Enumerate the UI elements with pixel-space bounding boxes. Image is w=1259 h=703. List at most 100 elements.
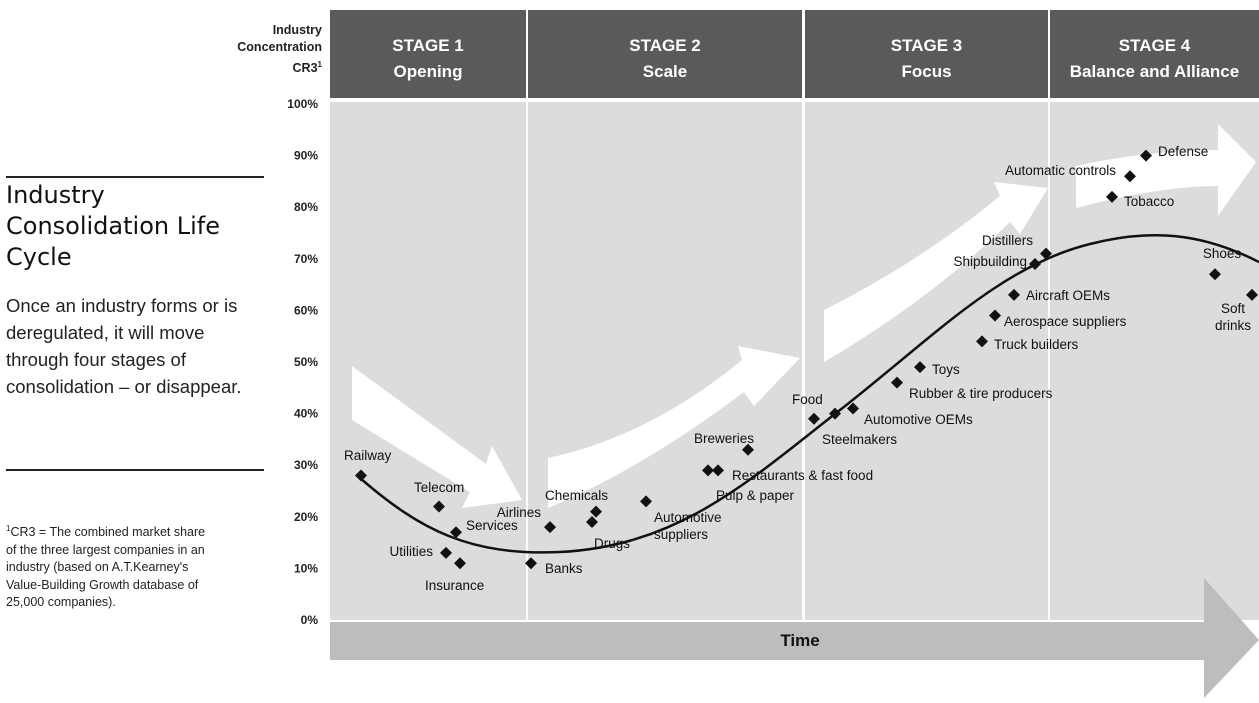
data-point-label: Airlines [497, 505, 542, 520]
data-point-marker [1140, 149, 1152, 162]
stage-arrow-1 [352, 366, 522, 508]
data-point-label: Telecom [414, 480, 464, 495]
data-point-label: Insurance [425, 578, 484, 593]
data-point-label: Food [792, 392, 823, 407]
data-point-label: Truck builders [994, 337, 1079, 352]
data-point-marker [525, 557, 537, 570]
stage-arrow-4 [1076, 124, 1256, 216]
y-tick-labels: 0% 10% 20% 30% 40% 50% 60% 70% 80% 90% 100% [287, 97, 318, 627]
stage-header-2 [528, 10, 802, 98]
data-point-label: Pulp & paper [716, 488, 795, 503]
sidebar-bottom-rule [6, 469, 264, 471]
time-label: Time [780, 631, 819, 650]
data-point-label: Automatic controls [1005, 163, 1116, 178]
data-point-marker [586, 515, 598, 528]
stage-headers: STAGE 1 Opening STAGE 2 Scale STAGE 3 Focus ST… [330, 10, 1259, 98]
stage-panel-1 [330, 102, 526, 620]
data-point-label: Rubber & tire producers [909, 386, 1053, 401]
sidebar-title: Industry Consolidation Life Cycle [6, 181, 220, 271]
stage-subtitle-4: Balance and Alliance [1070, 62, 1239, 81]
y-axis-title-line-3: CR31 [210, 56, 322, 77]
y-tick-label: 100% [287, 97, 318, 111]
data-point-marker [440, 546, 452, 559]
data-point-label: Soft drinks [1215, 301, 1251, 333]
data-point-label: Steelmakers [822, 432, 897, 447]
data-point-marker [433, 500, 445, 513]
y-tick-label: 60% [294, 303, 318, 317]
data-point-marker [1209, 268, 1221, 281]
y-tick-label: 0% [301, 613, 319, 627]
data-point-label: Railway [344, 448, 392, 463]
y-tick-label: 50% [294, 355, 318, 369]
data-point-marker [454, 557, 466, 570]
data-point-marker [1106, 190, 1118, 203]
data-point-label: Tobacco [1124, 194, 1174, 209]
data-point-label: Defense [1158, 144, 1208, 159]
data-point-label: Aircraft OEMs [1026, 288, 1110, 303]
y-axis-title-line-2: Concentration [237, 40, 322, 54]
stage-arrows [352, 124, 1256, 508]
y-axis-title-line-1: Industry [272, 23, 322, 37]
y-tick-label: 20% [294, 510, 318, 524]
y-axis-title-cr3: CR3 [292, 61, 318, 76]
data-point-marker [590, 505, 602, 518]
stage-subtitle-1: Opening [394, 62, 463, 81]
stage-title-3: STAGE 3 [891, 36, 962, 55]
stage-subtitle-3: Focus [901, 62, 951, 81]
sidebar-top-rule [6, 176, 264, 178]
data-point-marker [355, 469, 367, 482]
data-point-marker [914, 361, 926, 374]
data-point-marker [1008, 288, 1020, 301]
y-tick-label: 90% [294, 149, 318, 163]
data-point-marker [1124, 170, 1136, 183]
data-point-marker [891, 376, 903, 389]
data-point-marker [1040, 247, 1052, 260]
y-tick-label: 80% [294, 200, 318, 214]
stage-title-2: STAGE 2 [629, 36, 700, 55]
stage-subtitle-2: Scale [643, 62, 687, 81]
data-point-marker [640, 495, 652, 508]
stage-header-3 [805, 10, 1048, 98]
stage-panel-3 [805, 102, 1048, 620]
data-point-marker [989, 309, 1001, 322]
data-point-label: Distillers [982, 233, 1033, 248]
y-axis-title: Industry Concentration CR31 [210, 22, 322, 77]
stage-title-4: STAGE 4 [1119, 36, 1191, 55]
data-point-label: Aerospace suppliers [1004, 314, 1127, 329]
data-point-marker [712, 464, 724, 477]
data-point-label: Automotive suppliers [654, 510, 722, 542]
data-point-marker [450, 526, 462, 539]
plot-panels [330, 102, 1259, 620]
data-point-label: Breweries [694, 431, 754, 446]
stage-arrow-2 [548, 346, 800, 508]
stage-arrow-3 [824, 182, 1048, 362]
data-point-marker [1246, 288, 1258, 301]
y-tick-label: 30% [294, 458, 318, 472]
data-point-label: Chemicals [545, 488, 608, 503]
footnote-marker: 1 [6, 524, 11, 533]
data-point-marker [1029, 257, 1041, 270]
y-tick-label: 10% [294, 561, 318, 575]
data-point-marker [829, 407, 841, 420]
footnote-text: CR3 = The combined market share of the t… [6, 525, 206, 610]
data-point-marker [544, 521, 556, 534]
stage-title-1: STAGE 1 [392, 36, 463, 55]
time-axis: Time [330, 578, 1259, 698]
y-axis-title-sup: 1 [317, 60, 322, 69]
data-points: Railway Telecom Services Utilities Insurance… [344, 144, 1258, 593]
data-point-label: Toys [932, 362, 960, 377]
data-point-marker [702, 464, 714, 477]
sidebar-footnote: 1CR3 = The combined market share of the … [6, 520, 216, 612]
data-point-label: Shoes [1203, 246, 1242, 261]
y-tick-label: 70% [294, 252, 318, 266]
data-point-marker [847, 402, 859, 415]
data-point-label: Services [466, 518, 518, 533]
data-point-marker [808, 412, 820, 425]
data-point-label: Utilities [389, 544, 433, 559]
data-point-label: Shipbuilding [953, 254, 1027, 269]
data-point-marker [742, 443, 754, 456]
data-point-marker [976, 335, 988, 348]
y-tick-label: 40% [294, 407, 318, 421]
data-point-label: Restaurants & fast food [732, 468, 873, 483]
